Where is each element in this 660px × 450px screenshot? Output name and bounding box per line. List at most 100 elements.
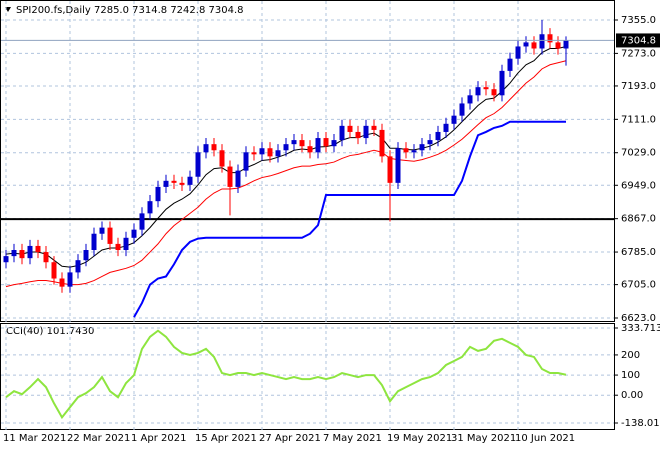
candle-body [211,144,217,151]
candle-body [99,227,105,234]
y-tick-label: -138.0124 [621,418,660,429]
candle-body [403,148,409,153]
candle-body [243,152,249,171]
candle-body [75,260,81,273]
candle-body [67,272,73,287]
candle-body [435,131,441,141]
candle-body [395,148,401,183]
cci-frame [0,323,615,430]
y-tick-label: 7193.0 [621,81,656,92]
price-frame [0,0,615,322]
candle-body [331,140,337,147]
x-tick-label: 19 May 2021 [387,433,452,444]
candle-body [27,245,33,259]
candle-body [531,42,537,49]
y-tick-label: 6785.0 [621,247,656,258]
candle-body [203,144,209,153]
candle-body [371,125,377,130]
candle-body [419,144,425,151]
candle-body [107,227,113,244]
x-tick-label: 31 May 2021 [451,433,516,444]
candle-body [259,148,265,155]
x-tick-label: 27 Apr 2021 [259,433,321,444]
candle-body [11,250,17,257]
candle-body [131,229,137,238]
y-tick-label: 6949.0 [621,180,656,191]
indicator-line [5,60,567,288]
candle-body [115,243,121,251]
candle-body [283,144,289,151]
candle-body [427,140,433,145]
candle-body [299,140,305,147]
candle-body [563,40,569,49]
candle-body [539,34,545,49]
candle-body [355,131,361,139]
candle-body [275,150,281,157]
candle-body [307,146,313,153]
candle-body [291,140,297,145]
candle-body [59,278,65,287]
candle-body [443,123,449,132]
x-tick-label: 10 Jun 2021 [515,433,575,444]
y-tick-label: 7273.0 [621,48,656,59]
y-tick-label: 0.00 [621,390,643,401]
candle-body [363,125,369,139]
candle-body [3,256,9,263]
candle-body [147,201,153,214]
candle-body [171,180,177,183]
indicator-line [133,120,566,318]
y-tick-label: 7355.0 [621,15,656,26]
candle-body [227,166,233,187]
candle-body [219,150,225,167]
cci-line [5,329,567,420]
y-tick-label: 100 [621,370,640,381]
cci-title: CCI(40) 101.7430 [6,326,94,337]
candle-body [187,176,193,185]
candle-body [163,180,169,187]
y-tick-label: 200 [621,350,640,361]
x-tick-label: 22 Mar 2021 [67,433,130,444]
y-tick-label: 333.7135 [621,323,660,334]
candle-body [499,70,505,96]
candle-body [179,182,185,185]
candle-body [19,250,25,259]
price-title: SPI200.fs,Daily 7285.0 7314.8 7242.8 730… [16,5,243,16]
candle-body [323,138,329,147]
candle-body [91,233,97,251]
candle-body [155,186,161,202]
y-tick-label: 7029.0 [621,148,656,159]
candle-body [123,237,129,251]
candle-body [235,170,241,187]
y-tick-label: 6867.0 [621,214,656,225]
y-tick-label: 7111.0 [621,114,656,125]
current-price-label: 7304.8 [621,35,656,46]
candle-body [459,103,465,116]
candle-body [467,95,473,104]
y-tick-label: 6705.0 [621,280,656,291]
candle-body [475,87,481,96]
candle-body [267,148,273,157]
x-tick-label: 1 Apr 2021 [131,433,186,444]
candle-body [195,152,201,177]
candle-body [411,150,417,153]
candle-body [555,42,561,49]
candle-body [43,252,49,263]
candle-body [451,115,457,124]
candle-body [387,156,393,183]
candle-body [547,34,553,43]
candle-body [523,42,529,47]
x-tick-label: 7 May 2021 [323,433,382,444]
candle-body [251,152,257,155]
candle-body [35,245,41,253]
candle-body [491,89,497,96]
x-tick-label: 15 Apr 2021 [195,433,257,444]
candle-body [347,125,353,132]
indicator-line [5,45,567,268]
current-price-box [616,33,660,48]
candle-body [515,46,521,59]
candle-body [483,87,489,90]
candle-body [51,262,57,279]
candle-body [83,250,89,261]
candle-body [315,138,321,153]
